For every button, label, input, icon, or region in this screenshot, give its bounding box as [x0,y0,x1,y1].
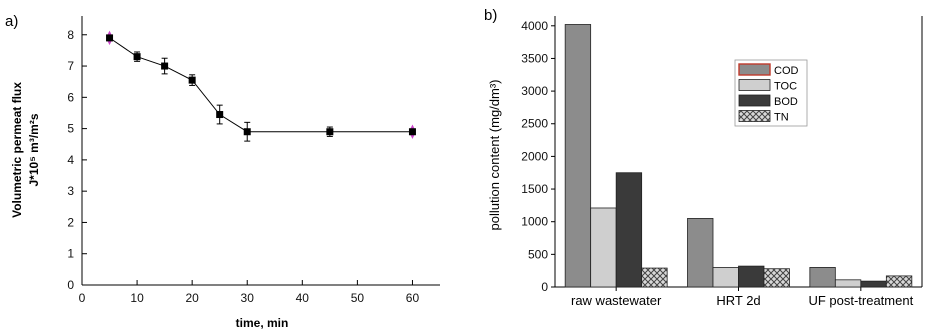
series-line [109,37,413,133]
y-tick-label: 1000 [521,215,548,229]
panel-b-y-ticks: 0 500 1000 1500 2000 2500 3000 3500 4000 [521,19,555,294]
panel-b-legend: COD TOC BOD TN [734,59,808,127]
bar-cod [687,218,714,288]
panel-b-x-ticks: raw wastewater HRT 2d UF post-treatment [571,287,914,308]
panel-a-y-axis-label-line1: Volumetric permeat flux [10,82,24,218]
panel-a-x-ticks: 0 10 20 30 40 50 60 [79,280,420,305]
panel-a-x-axis-label: time, min [236,316,289,330]
panel-b-label: b) [484,7,497,24]
legend-swatch-toc [738,79,771,91]
x-category-label: raw wastewater [571,293,662,308]
x-category-label: HRT 2d [716,293,760,308]
y-tick-label: 2500 [521,117,548,131]
legend-label-toc: TOC [774,81,797,93]
bar-tn [763,268,790,288]
y-tick-label: 500 [528,247,548,261]
x-tick-label: 60 [406,291,420,305]
y-tick-label: 5 [67,122,74,136]
bar-tn [641,267,668,288]
y-tick-label: 7 [67,59,74,73]
bar-bod [860,280,887,288]
x-tick-label: 40 [296,291,310,305]
panel-a-y-ticks: 0 1 2 3 4 5 6 7 8 [67,28,87,292]
data-point [408,128,416,136]
y-tick-label: 2 [67,215,74,229]
y-tick-label: 3500 [521,51,548,65]
bar-toc [590,207,617,288]
panel-b-y-axis-label: pollution content (mg/dm³) [487,79,502,230]
legend-label-bod: BOD [774,96,798,108]
panel-a-series [106,30,416,142]
y-tick-label: 2000 [521,149,548,163]
y-tick-label: 4 [67,153,74,167]
y-tick-label: 3 [67,184,74,198]
x-tick-label: 10 [130,291,144,305]
data-point [216,111,224,119]
x-category-label: UF post-treatment [808,293,913,308]
panel-a-label: a) [5,13,18,30]
x-tick-label: 20 [185,291,199,305]
legend-swatch-tn [738,110,771,122]
data-point [133,53,141,61]
data-point [188,76,196,84]
y-tick-label: 1 [67,247,74,261]
data-point [106,34,114,42]
legend-swatch-bod [738,94,771,107]
x-tick-label: 50 [351,291,365,305]
data-point [326,128,334,136]
x-tick-label: 0 [79,291,86,305]
panel-a-chart: a) 0 1 2 3 4 5 6 7 8 0 10 20 30 40 50 60 time, min Vol… [5,13,440,330]
bar-bod [738,265,765,288]
bar-bod [615,172,643,288]
y-tick-label: 6 [67,90,74,104]
bar-cod [564,24,592,288]
panel-b-chart: b) 0 500 1000 1500 2000 2500 3000 3500 4000 raw … [484,7,923,308]
panel-a-y-axis-label-line2: J*10⁵ m³/m²s [27,113,41,186]
legend-label-cod: COD [774,65,799,77]
y-tick-label: 1500 [521,182,548,196]
bar-cod [809,267,836,288]
legend-swatch-cod [738,63,771,76]
y-tick-label: 8 [67,28,74,42]
panel-b-bars [564,24,913,288]
y-tick-label: 0 [541,280,548,294]
bar-toc [712,267,739,288]
bar-tn [885,275,913,288]
data-point [161,62,169,70]
bar-toc [834,279,862,288]
y-tick-label: 4000 [521,19,548,33]
y-tick-label: 0 [67,278,74,292]
x-tick-label: 30 [241,291,255,305]
y-tick-label: 3000 [521,84,548,98]
legend-label-tn: TN [774,112,789,124]
data-point [243,128,251,136]
